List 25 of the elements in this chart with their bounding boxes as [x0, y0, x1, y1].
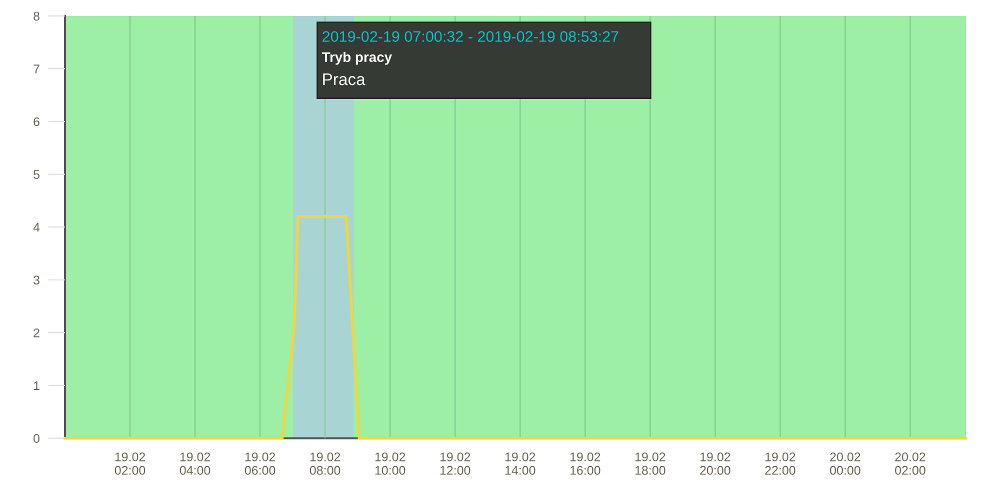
- x-tick-label: 20.02 02:00: [895, 452, 926, 475]
- y-tick-label: 5: [34, 170, 40, 179]
- y-tick-label: 7: [34, 64, 40, 74]
- x-tick-label: 19.02 12:00: [440, 452, 470, 475]
- x-tick-label: 19.02 20:00: [700, 452, 730, 475]
- annotation: Tryb pracy: [322, 52, 392, 65]
- x-tick-label: 20.02 00:00: [830, 452, 860, 475]
- y-tick-label: 0: [34, 434, 40, 443]
- x-tick-label: 19.02 16:00: [570, 452, 600, 475]
- x-tick-label: 19.02 14:00: [505, 452, 536, 475]
- x-tick-label: 19.02 22:00: [765, 452, 796, 475]
- x-tick-label: 19.02 08:00: [310, 452, 340, 475]
- y-tick-label: 4: [33, 223, 40, 232]
- y-tick-label: 3: [34, 276, 40, 285]
- y-tick-label: 2: [34, 328, 40, 338]
- annotation: 2019-02-19 07:00:32 - 2019-02-19 08:53:27: [322, 31, 618, 42]
- x-tick-label: 19.02 18:00: [635, 452, 666, 475]
- y-tick-label: 8: [34, 12, 40, 21]
- x-tick-label: 19.02 02:00: [114, 452, 146, 475]
- x-tick-label: 19.02 10:00: [375, 452, 406, 475]
- annotation: Praca: [323, 74, 366, 86]
- y-tick-label: 6: [34, 117, 40, 126]
- x-tick-label: 19.02 04:00: [180, 452, 210, 475]
- x-tick-label: 19.02 06:00: [244, 452, 276, 475]
- y-tick-label: 1: [34, 381, 40, 390]
